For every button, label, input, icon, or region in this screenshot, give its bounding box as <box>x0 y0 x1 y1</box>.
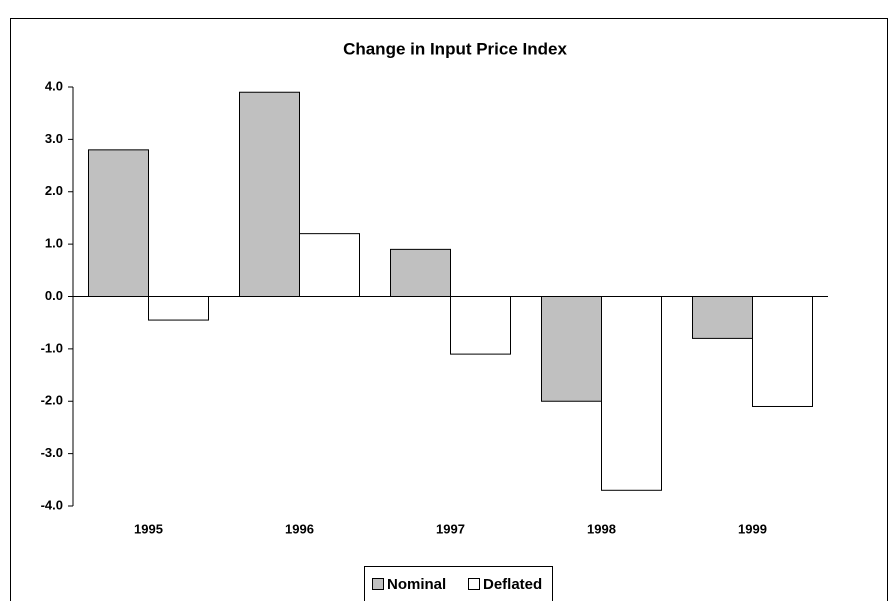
legend-label: Deflated <box>483 576 542 593</box>
legend-swatch <box>468 578 480 590</box>
y-tick-label: -2.0 <box>41 393 63 408</box>
bar <box>752 296 813 407</box>
legend-swatch <box>372 578 384 590</box>
y-tick-label: -4.0 <box>41 497 63 512</box>
x-tick-label: 1998 <box>587 521 616 536</box>
x-tick-label: 1995 <box>134 521 163 536</box>
bar <box>390 248 451 298</box>
bar <box>239 91 300 297</box>
y-tick-label: 2.0 <box>45 183 63 198</box>
bar <box>541 296 602 402</box>
y-tick-label: 1.0 <box>45 236 63 251</box>
y-tick-label: 4.0 <box>45 78 63 93</box>
y-tick-label: 0.0 <box>45 288 63 303</box>
bar <box>148 296 209 321</box>
chart-title: Change in Input Price Index <box>343 39 567 58</box>
bar <box>450 296 511 355</box>
bar <box>88 149 149 297</box>
legend-box <box>364 566 553 601</box>
x-tick-label: 1997 <box>436 521 465 536</box>
x-tick-label: 1996 <box>285 521 314 536</box>
x-tick-label: 1999 <box>738 521 767 536</box>
bar <box>692 296 753 339</box>
y-tick-label: -1.0 <box>41 340 63 355</box>
bar <box>601 296 662 491</box>
y-tick-label: 3.0 <box>45 131 63 146</box>
y-tick-label: -3.0 <box>41 445 63 460</box>
bar <box>299 233 360 297</box>
legend-label: Nominal <box>387 576 446 593</box>
